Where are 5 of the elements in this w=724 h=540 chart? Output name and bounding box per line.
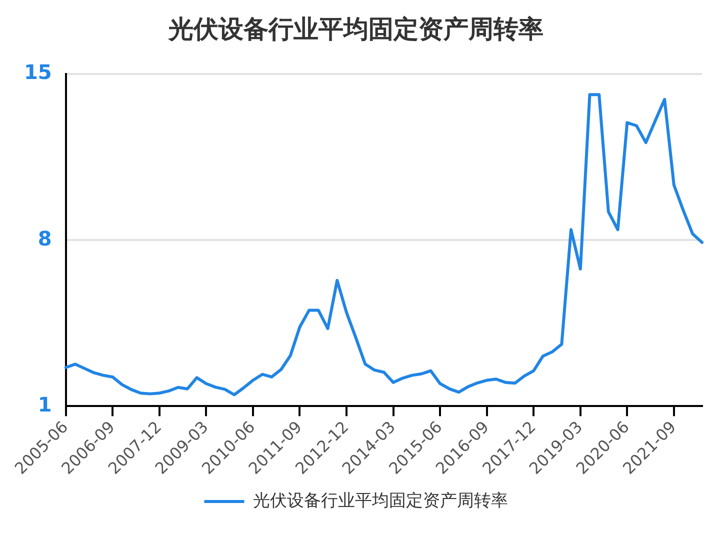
chart-title: 光伏设备行业平均固定资产周转率: [168, 14, 544, 44]
y-tick-label: 8: [38, 226, 52, 250]
y-tick-label: 15: [24, 60, 52, 84]
y-tick-label: 1: [38, 392, 52, 416]
legend-label: 光伏设备行业平均固定资产周转率: [252, 490, 508, 511]
